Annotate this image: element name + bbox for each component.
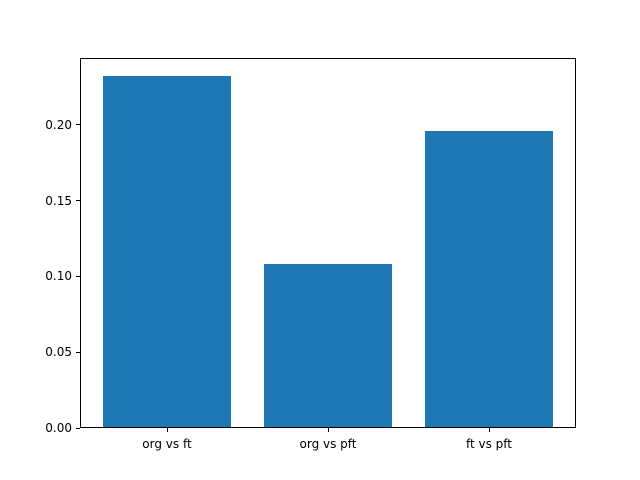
x-tick-mark: [327, 428, 329, 432]
bars-layer: [80, 58, 576, 428]
bar-org-vs-ft: [102, 76, 232, 428]
x-tick-label: org vs ft: [142, 437, 192, 451]
bar-org-vs-pft: [263, 264, 393, 428]
y-axis: 0.00 0.05 0.10 0.15 0.20: [45, 58, 576, 435]
y-tick-label: 0.20: [45, 117, 72, 132]
y-tick-label: 0.15: [45, 193, 72, 208]
y-tick-label: 0.10: [45, 269, 72, 284]
y-tick-mark: [76, 200, 80, 201]
x-tick-label: org vs pft: [299, 437, 357, 451]
x-axis: org vs ft org vs pft ft vs pft: [80, 58, 576, 451]
bar-chart-plot-area: 0.00 0.05 0.10 0.15 0.20 org vs ft org vs pft…: [45, 58, 576, 451]
y-tick-mark: [76, 427, 80, 429]
x-tick-label: ft vs pft: [465, 437, 513, 451]
y-tick-mark: [76, 275, 80, 277]
y-tick-label: 0.00: [45, 421, 72, 435]
x-tick-mark: [166, 428, 168, 432]
y-tick-mark: [76, 124, 80, 126]
y-tick-label: 0.05: [45, 345, 72, 360]
bar-ft-vs-pft: [424, 130, 554, 428]
x-tick-mark: [488, 428, 490, 432]
y-tick-mark: [76, 351, 80, 353]
